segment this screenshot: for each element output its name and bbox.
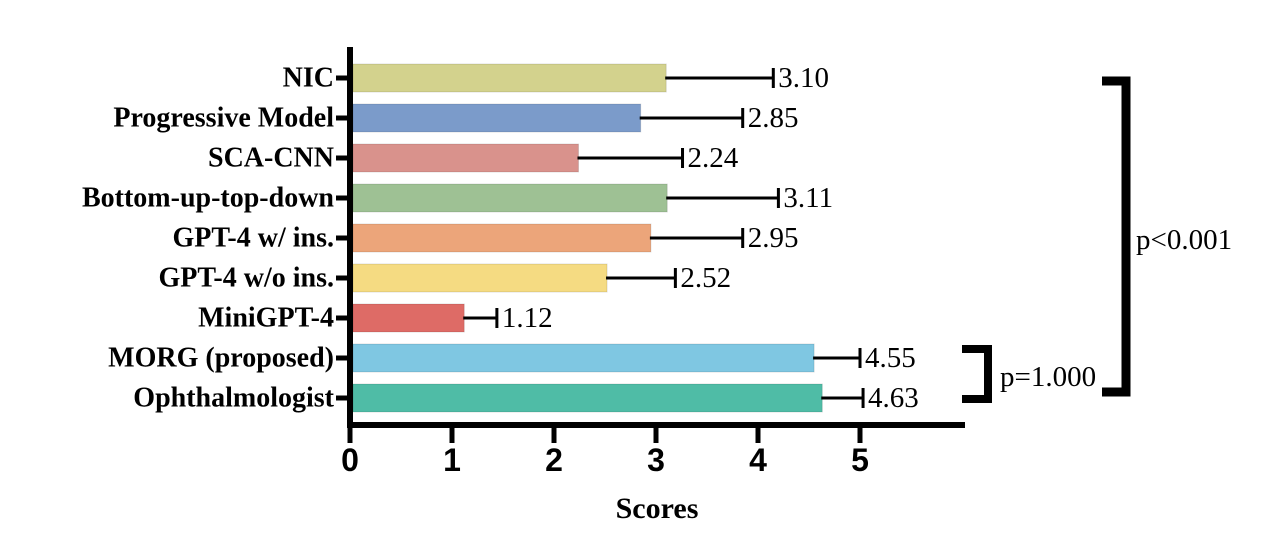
category-label: Bottom-up-top-down	[82, 183, 334, 214]
sig-overall-label: p<0.001	[1136, 224, 1232, 256]
error-bar-cap	[741, 108, 745, 128]
category-label: NIC	[283, 63, 334, 94]
x-tick-label: 5	[851, 442, 869, 478]
y-axis-line	[347, 47, 353, 428]
category-tick	[336, 155, 350, 161]
bar	[352, 383, 823, 413]
category-tick	[336, 235, 350, 241]
category-tick	[336, 275, 350, 281]
error-bar-cap	[861, 388, 865, 408]
x-tick-label: 1	[443, 442, 461, 478]
category-tick	[336, 195, 350, 201]
bar	[352, 103, 642, 133]
error-bar	[649, 236, 743, 240]
error-bar	[813, 356, 860, 360]
error-bar	[463, 316, 497, 320]
error-bar-cap	[673, 268, 677, 288]
value-label: 3.10	[778, 62, 829, 94]
x-axis-tick	[653, 428, 659, 443]
value-label: 2.95	[748, 222, 799, 254]
value-label: 2.24	[688, 142, 739, 174]
category-label: GPT-4 w/ ins.	[172, 223, 334, 254]
bar	[352, 223, 652, 253]
x-tick-label: 0	[341, 442, 359, 478]
value-label: 1.12	[502, 302, 553, 334]
category-tick	[336, 395, 350, 401]
error-bar	[639, 116, 743, 120]
x-axis-tick	[347, 428, 353, 443]
x-axis-tick	[755, 428, 761, 443]
sig-pair-label: p=1.000	[1000, 361, 1096, 393]
error-bar	[606, 276, 676, 280]
x-axis-tick	[857, 428, 863, 443]
bar	[352, 183, 668, 213]
category-label: MORG (proposed)	[108, 343, 334, 374]
x-tick-label: 3	[647, 442, 665, 478]
category-label: Ophthalmologist	[133, 383, 334, 414]
value-label: 4.55	[865, 342, 916, 374]
bar	[352, 143, 579, 173]
value-label: 2.52	[680, 262, 731, 294]
category-label: SCA-CNN	[208, 143, 334, 174]
error-bar	[577, 156, 683, 160]
sig-pair-bracket	[962, 345, 992, 403]
error-bar-cap	[741, 228, 745, 248]
error-bar-cap	[681, 148, 685, 168]
bar	[352, 263, 608, 293]
category-label: Progressive Model	[113, 103, 334, 134]
bar	[352, 63, 667, 93]
error-bar	[821, 396, 864, 400]
x-tick-label: 4	[749, 442, 767, 478]
category-tick	[336, 75, 350, 81]
value-label: 2.85	[748, 102, 799, 134]
sig-overall-bracket	[1102, 76, 1131, 397]
x-axis-title: Scores	[616, 492, 699, 525]
category-tick	[336, 355, 350, 361]
error-bar-cap	[495, 308, 499, 328]
category-tick	[336, 115, 350, 121]
bar	[352, 303, 465, 333]
error-bar-cap	[776, 188, 780, 208]
error-bar-cap	[858, 348, 862, 368]
x-tick-label: 2	[545, 442, 563, 478]
error-bar-cap	[771, 68, 775, 88]
category-label: MiniGPT-4	[198, 303, 334, 334]
category-label: GPT-4 w/o ins.	[158, 263, 334, 294]
x-axis-line	[347, 422, 965, 428]
category-tick	[336, 315, 350, 321]
value-label: 3.11	[783, 182, 833, 214]
x-axis-tick	[551, 428, 557, 443]
bar	[352, 343, 815, 373]
x-axis-tick	[449, 428, 455, 443]
error-bar	[665, 76, 774, 80]
value-label: 4.63	[868, 382, 919, 414]
error-bar	[666, 196, 779, 200]
